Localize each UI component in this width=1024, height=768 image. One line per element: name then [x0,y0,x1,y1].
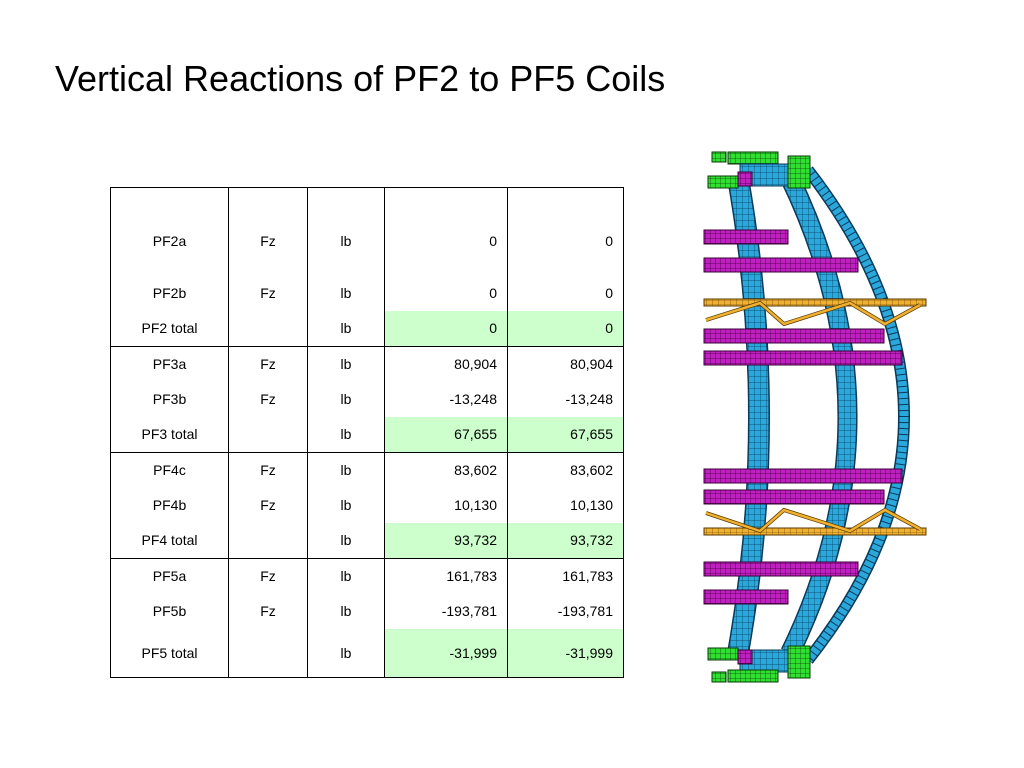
end-block [737,171,753,187]
component-cell [228,523,308,559]
coil-band [703,229,789,245]
outer-shell-arc-fill [804,167,909,663]
end-block [707,175,739,189]
table-row: PF5a Fz lb 161,783 161,783 [110,558,624,594]
component-cell: Fz [228,558,308,594]
value-cell: 0 [507,276,624,311]
value-cell: 0 [384,187,508,276]
coil-band [703,589,789,605]
total-value-cell: 67,655 [384,417,508,453]
coil-band [703,468,903,484]
unit-cell: lb [307,187,385,276]
coil-name-cell: PF5a [110,558,229,594]
value-cell: 83,602 [507,452,624,488]
coil-name-cell: PF5 total [110,629,229,678]
component-cell [228,417,308,453]
table-row: PF3a Fz lb 80,904 80,904 [110,346,624,382]
table-row: PF2a Fz lb 0 0 [110,187,624,276]
component-cell: Fz [228,187,308,276]
end-block [707,647,739,661]
unit-cell: lb [307,382,385,417]
value-cell: 80,904 [384,346,508,382]
value-cell: 83,602 [384,452,508,488]
coil-name-cell: PF2b [110,276,229,311]
value-cell: 0 [507,187,624,276]
unit-cell: lb [307,452,385,488]
coil-structure-model [703,151,927,683]
coil-name-cell: PF5b [110,594,229,629]
coil-name-cell: PF4b [110,488,229,523]
value-cell: 161,783 [507,558,624,594]
component-cell: Fz [228,452,308,488]
end-block [711,151,727,163]
unit-cell: lb [307,311,385,347]
end-block [787,155,811,189]
strut-truss [705,508,921,533]
end-block [737,649,753,665]
end-block [787,645,811,679]
unit-cell: lb [307,594,385,629]
value-cell: 0 [384,276,508,311]
table-row: PF2 total lb 0 0 [110,311,624,347]
total-value-cell: -31,999 [507,629,624,678]
value-cell: -193,781 [384,594,508,629]
middle-shell-arc-fill [782,174,856,657]
component-cell: Fz [228,594,308,629]
table-row: PF4c Fz lb 83,602 83,602 [110,452,624,488]
component-cell: Fz [228,382,308,417]
component-cell: Fz [228,346,308,382]
value-cell: 10,130 [507,488,624,523]
table-row: PF3 total lb 67,655 67,655 [110,417,624,453]
coil-band [703,350,903,366]
strut-bar [703,298,927,307]
value-cell: -13,248 [384,382,508,417]
value-cell: -13,248 [507,382,624,417]
component-cell [228,629,308,678]
table-row: PF5b Fz lb -193,781 -193,781 [110,594,624,629]
component-cell: Fz [228,488,308,523]
coil-name-cell: PF3b [110,382,229,417]
coil-name-cell: PF3 total [110,417,229,453]
unit-cell: lb [307,558,385,594]
strut-bar [703,527,927,536]
total-value-cell: -31,999 [384,629,508,678]
coil-band [703,328,885,344]
unit-cell: lb [307,346,385,382]
table-row: PF2b Fz lb 0 0 [110,276,624,311]
value-cell: 161,783 [384,558,508,594]
value-cell: 80,904 [507,346,624,382]
total-value-cell: 67,655 [507,417,624,453]
unit-cell: lb [307,523,385,559]
coil-band [703,257,859,273]
coil-name-cell: PF2 total [110,311,229,347]
coil-band [703,489,885,505]
unit-cell: lb [307,417,385,453]
coil-name-cell: PF4 total [110,523,229,559]
table-row: PF5 total lb -31,999 -31,999 [110,629,624,678]
coil-band [703,561,859,577]
slide-title: Vertical Reactions of PF2 to PF5 Coils [55,58,666,99]
end-block [711,671,727,683]
coil-name-cell: PF3a [110,346,229,382]
total-value-cell: 0 [507,311,624,347]
unit-cell: lb [307,629,385,678]
value-cell: 10,130 [384,488,508,523]
unit-cell: lb [307,488,385,523]
end-block [727,151,779,165]
total-value-cell: 93,732 [384,523,508,559]
table-row: PF3b Fz lb -13,248 -13,248 [110,382,624,417]
total-value-cell: 0 [384,311,508,347]
strut-truss [705,301,921,326]
component-cell [228,311,308,347]
component-cell: Fz [228,276,308,311]
table-row: PF4b Fz lb 10,130 10,130 [110,488,624,523]
coil-name-cell: PF4c [110,452,229,488]
unit-cell: lb [307,276,385,311]
end-block [727,669,779,683]
table-row: PF4 total lb 93,732 93,732 [110,523,624,559]
coil-name-cell: PF2a [110,187,229,276]
reactions-table: PF2a Fz lb 0 0 PF2b Fz lb 0 0 PF2 total … [110,187,624,678]
total-value-cell: 93,732 [507,523,624,559]
value-cell: -193,781 [507,594,624,629]
